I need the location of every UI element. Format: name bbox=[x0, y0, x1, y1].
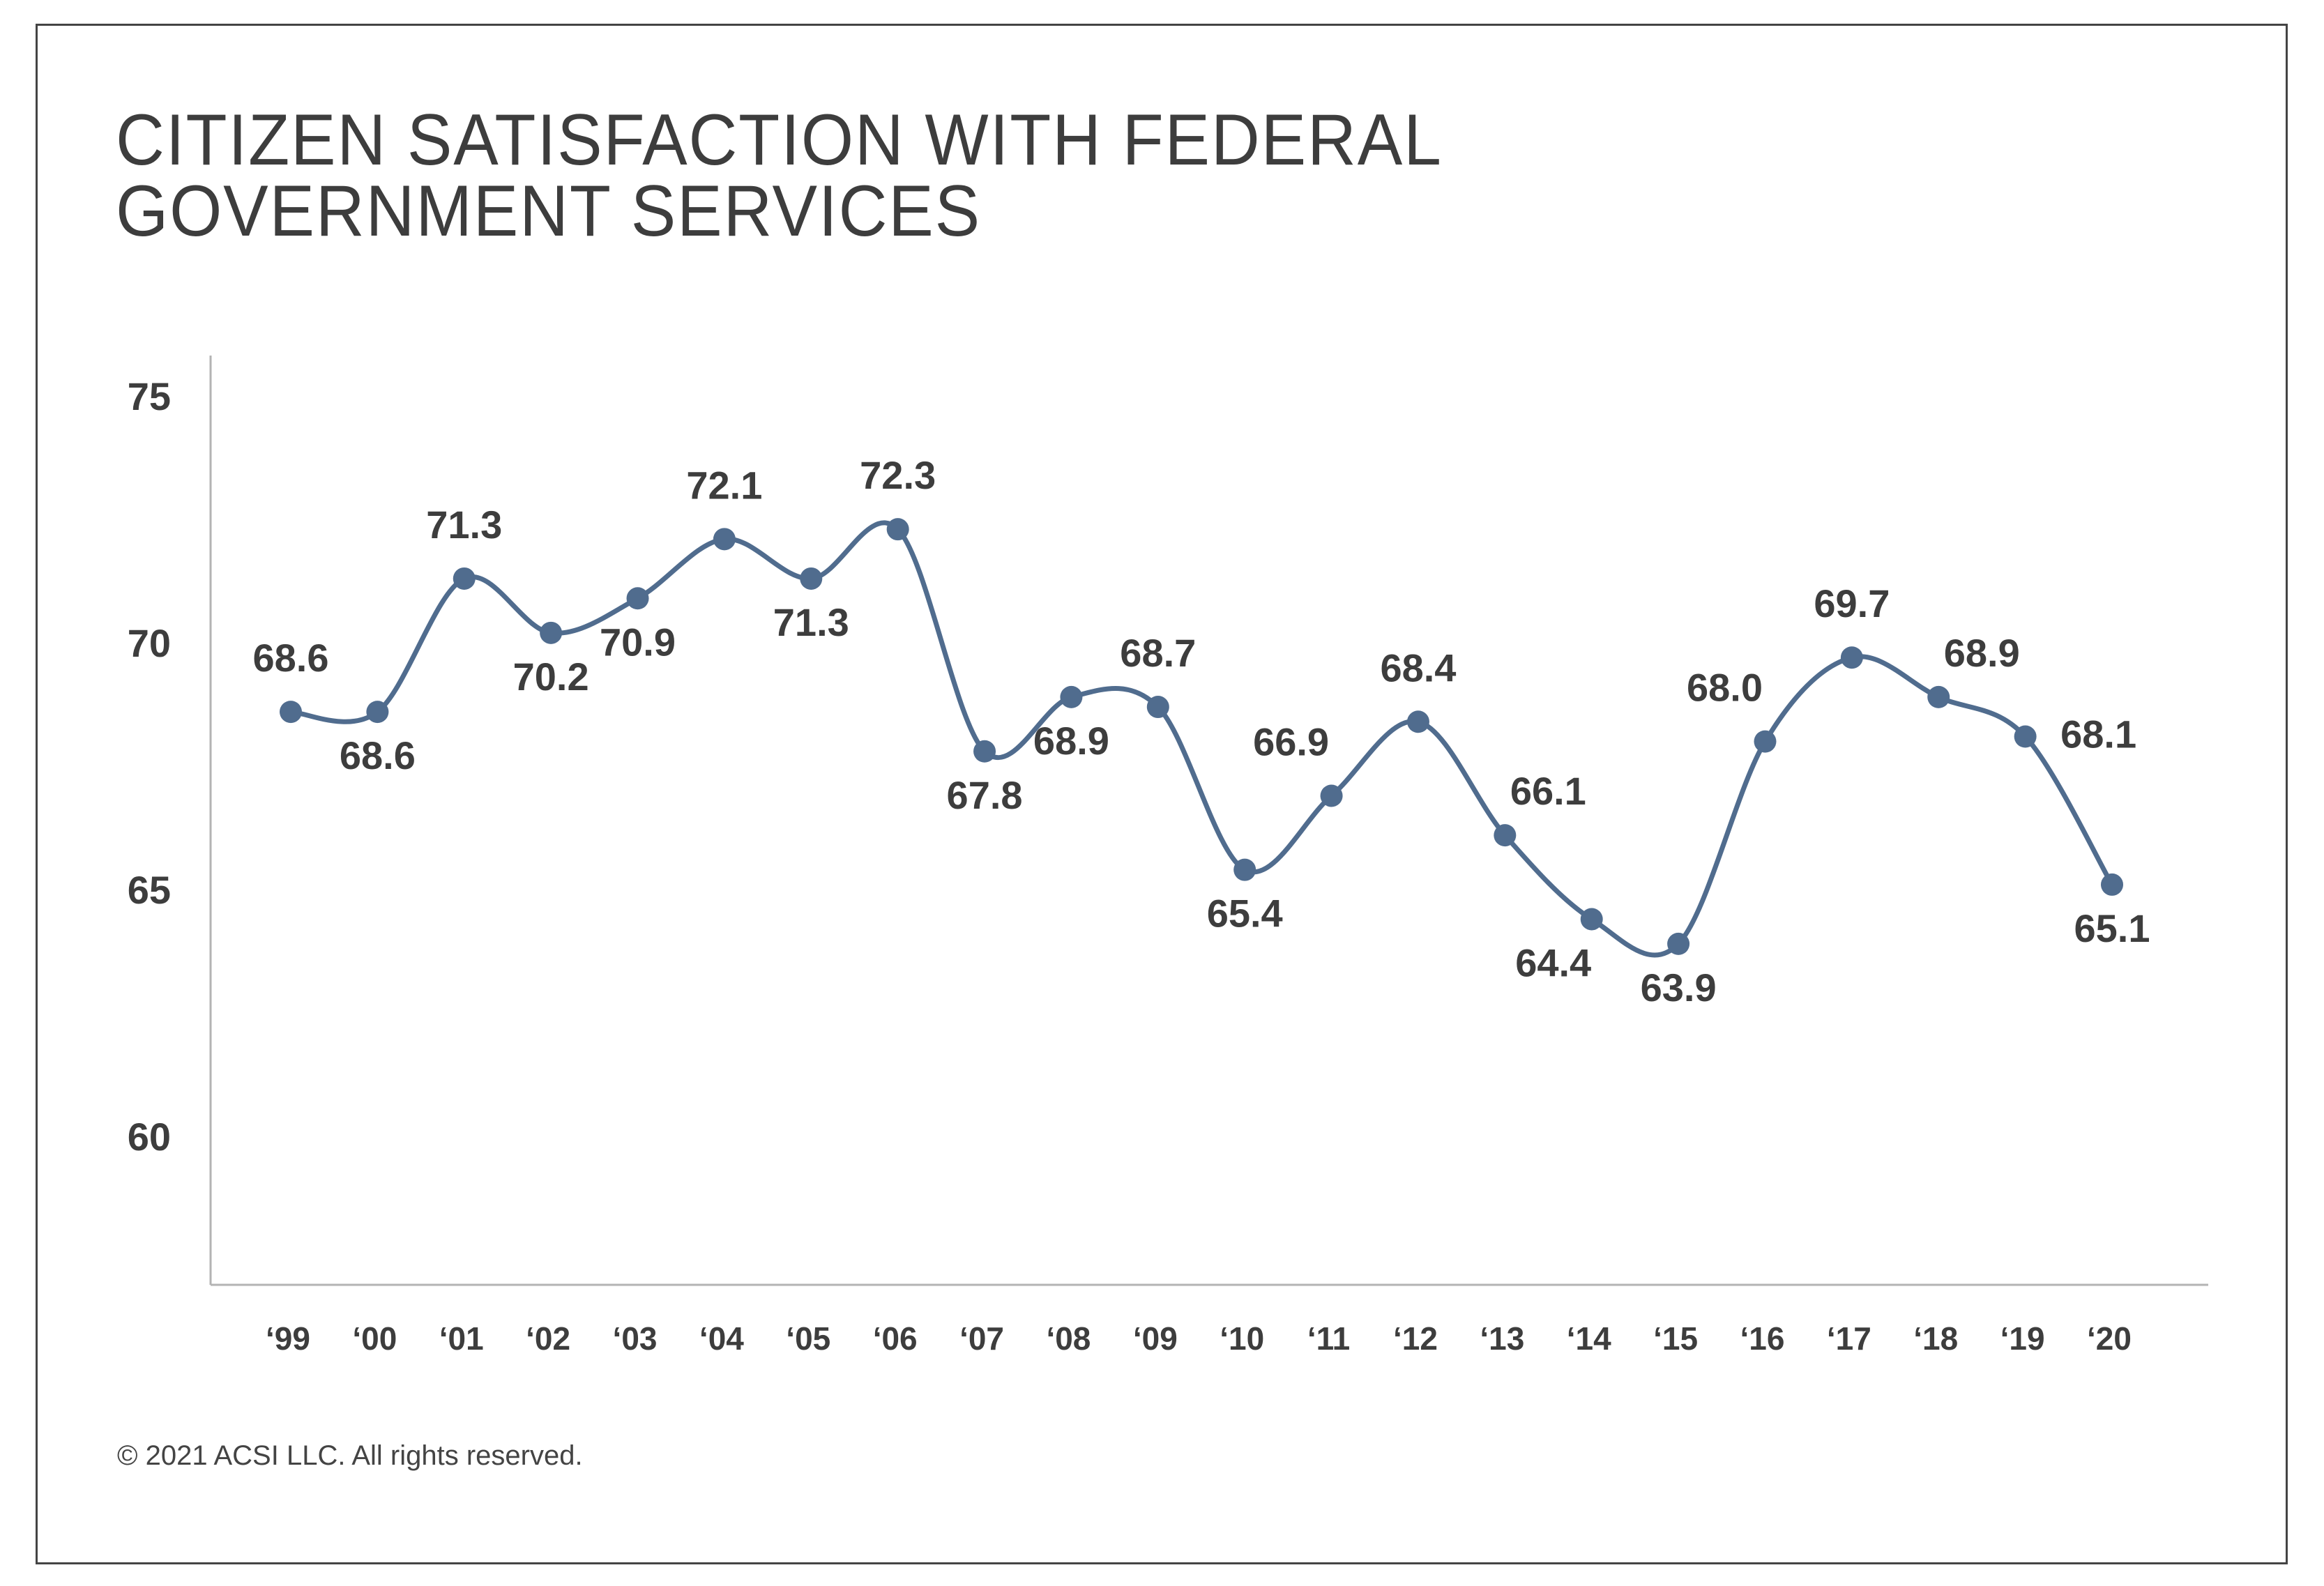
data-point-marker bbox=[366, 701, 389, 724]
data-label: 68.6 bbox=[253, 636, 329, 680]
data-label: 68.7 bbox=[1120, 631, 1196, 675]
data-point-marker bbox=[1840, 646, 1863, 669]
axes bbox=[209, 356, 2208, 1286]
x-tick-label: ‘09 bbox=[1133, 1320, 1178, 1357]
x-tick-label: ‘04 bbox=[699, 1320, 744, 1357]
x-tick-label: ‘08 bbox=[1046, 1320, 1091, 1357]
data-point-marker bbox=[1060, 685, 1083, 708]
x-tick-label: ‘11 bbox=[1307, 1320, 1350, 1357]
data-point-marker bbox=[453, 567, 476, 590]
copyright-footer: © 2021 ACSI LLC. All rights reserved. bbox=[117, 1440, 583, 1471]
x-tick-label: ‘12 bbox=[1393, 1320, 1438, 1357]
data-point-marker bbox=[800, 567, 823, 590]
data-label: 71.3 bbox=[426, 503, 502, 547]
data-point-marker bbox=[1667, 932, 1690, 955]
data-point-marker bbox=[280, 701, 302, 724]
data-label: 65.4 bbox=[1207, 892, 1283, 936]
data-label: 63.9 bbox=[1641, 966, 1717, 1009]
data-label: 70.9 bbox=[600, 620, 676, 664]
data-label: 72.3 bbox=[860, 453, 936, 497]
data-label: 68.6 bbox=[340, 733, 416, 777]
data-label: 66.1 bbox=[1510, 769, 1586, 813]
data-label: 66.9 bbox=[1253, 719, 1329, 763]
y-tick-label: 75 bbox=[128, 374, 171, 418]
data-point-marker bbox=[2101, 873, 2123, 896]
data-point-marker bbox=[1406, 710, 1429, 733]
data-point-marker bbox=[1927, 685, 1950, 708]
data-label: 69.7 bbox=[1814, 581, 1890, 625]
x-tick-label: ‘18 bbox=[1913, 1320, 1958, 1357]
data-point-marker bbox=[1494, 824, 1517, 847]
data-point-marker bbox=[626, 587, 649, 610]
y-tick-label: 70 bbox=[128, 621, 171, 665]
x-tick-label: ‘19 bbox=[2000, 1320, 2045, 1357]
x-tick-label: ‘05 bbox=[786, 1320, 830, 1357]
x-tick-label: ‘17 bbox=[1827, 1320, 1871, 1357]
y-tick-labels: 60 65 70 75 bbox=[128, 374, 171, 1159]
series-line bbox=[288, 520, 2115, 958]
data-point-marker bbox=[2014, 725, 2037, 748]
data-label: 72.1 bbox=[686, 463, 762, 507]
chart-frame bbox=[36, 24, 2288, 1564]
chart-title: CITIZEN SATISFACTION WITH FEDERAL GOVERN… bbox=[116, 100, 1443, 252]
x-tick-label: ‘07 bbox=[959, 1320, 1004, 1357]
data-markers bbox=[280, 518, 2123, 955]
x-tick-label: ‘02 bbox=[526, 1320, 570, 1357]
data-point-marker bbox=[1146, 696, 1169, 719]
data-label: 70.2 bbox=[513, 655, 589, 699]
x-tick-label: ‘14 bbox=[1567, 1320, 1611, 1357]
data-point-marker bbox=[1233, 858, 1256, 881]
chart-title-line-1: CITIZEN SATISFACTION WITH FEDERAL bbox=[116, 100, 1443, 181]
data-label: 68.1 bbox=[2060, 712, 2136, 756]
x-tick-label: ‘00 bbox=[352, 1320, 397, 1357]
data-label: 68.9 bbox=[1033, 719, 1109, 763]
x-tick-label: ‘06 bbox=[873, 1320, 918, 1357]
data-point-marker bbox=[713, 528, 736, 551]
data-point-marker bbox=[973, 740, 996, 763]
data-labels: 68.668.671.370.270.972.171.372.367.868.9… bbox=[253, 453, 2150, 1009]
data-label: 68.0 bbox=[1687, 666, 1763, 710]
data-point-marker bbox=[1320, 784, 1343, 807]
data-label: 68.9 bbox=[1944, 631, 2020, 675]
x-tick-label: ‘15 bbox=[1653, 1320, 1698, 1357]
x-tick-labels: ‘99 ‘00 ‘01 ‘02 ‘03 ‘04 ‘05 ‘06 ‘07 ‘08 ‘09 ‘10 ‘11 ‘… bbox=[266, 1320, 2132, 1357]
data-label: 64.4 bbox=[1515, 940, 1591, 984]
data-label: 67.8 bbox=[947, 773, 1023, 817]
data-label: 71.3 bbox=[773, 600, 849, 644]
data-label: 65.1 bbox=[2074, 906, 2150, 950]
x-tick-label: ‘16 bbox=[1740, 1320, 1784, 1357]
x-tick-label: ‘01 bbox=[439, 1320, 484, 1357]
data-point-marker bbox=[886, 518, 909, 541]
x-tick-label: ‘10 bbox=[1220, 1320, 1264, 1357]
x-tick-label: ‘03 bbox=[613, 1320, 658, 1357]
y-tick-label: 65 bbox=[128, 868, 171, 912]
data-label: 68.4 bbox=[1380, 646, 1456, 689]
y-tick-label: 60 bbox=[128, 1115, 171, 1159]
x-tick-label: ‘99 bbox=[266, 1320, 310, 1357]
chart-title-line-2: GOVERNMENT SERVICES bbox=[116, 171, 982, 252]
x-tick-label: ‘20 bbox=[2087, 1320, 2132, 1357]
data-point-marker bbox=[1580, 908, 1603, 931]
data-point-marker bbox=[1754, 730, 1777, 753]
x-tick-label: ‘13 bbox=[1480, 1320, 1524, 1357]
data-point-marker bbox=[540, 621, 563, 644]
